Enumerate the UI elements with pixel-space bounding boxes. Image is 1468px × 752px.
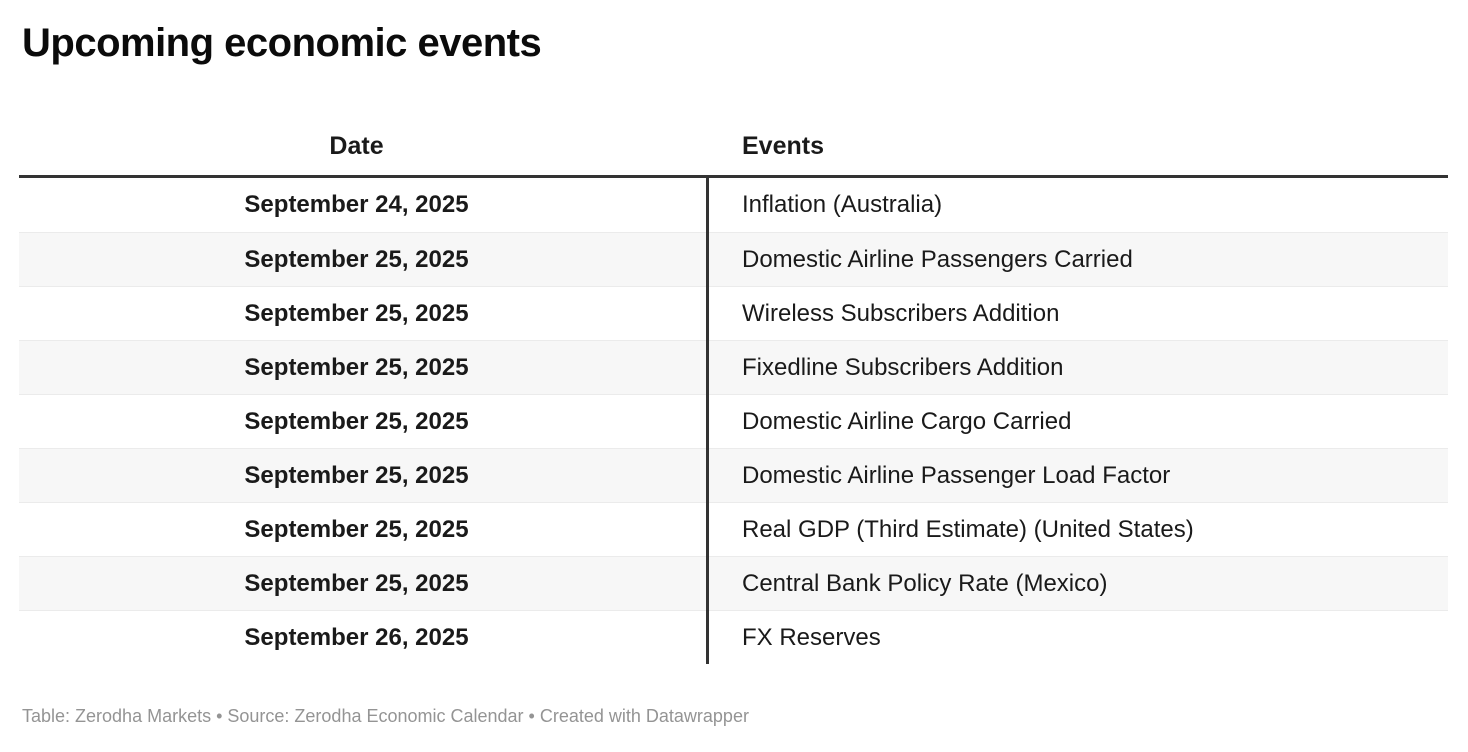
- date-cell: September 25, 2025: [244, 245, 469, 273]
- event-cell: Domestic Airline Passenger Load Factor: [742, 461, 1171, 489]
- table-row: September 26, 2025 FX Reserves: [19, 610, 1448, 664]
- table-row: September 24, 2025 Inflation (Australia): [19, 178, 1448, 232]
- table-header-row: Date Events: [19, 118, 1448, 178]
- event-cell: FX Reserves: [742, 623, 881, 651]
- date-cell: September 25, 2025: [244, 407, 469, 435]
- column-header-events: Events: [742, 132, 824, 160]
- date-cell: September 25, 2025: [244, 515, 469, 543]
- date-cell: September 24, 2025: [244, 191, 469, 218]
- event-cell: Fixedline Subscribers Addition: [742, 353, 1064, 381]
- event-cell: Domestic Airline Passengers Carried: [742, 245, 1133, 273]
- table-row: September 25, 2025 Domestic Airline Cargo…: [19, 394, 1448, 448]
- events-table: Date Events September 24, 2025 Inflation …: [19, 118, 1448, 664]
- date-cell: September 25, 2025: [244, 353, 469, 381]
- event-cell: Central Bank Policy Rate (Mexico): [742, 569, 1108, 597]
- table-row: September 25, 2025 Domestic Airline Passe…: [19, 232, 1448, 286]
- attribution-footer: Table: Zerodha Markets • Source: Zerodha…: [22, 706, 749, 726]
- column-header-date: Date: [329, 132, 384, 160]
- event-cell: Inflation (Australia): [742, 191, 943, 218]
- table-body: September 24, 2025 Inflation (Australia) S…: [19, 178, 1448, 664]
- date-cell: September 25, 2025: [244, 299, 469, 327]
- event-cell: Domestic Airline Cargo Carried: [742, 407, 1072, 435]
- table-row: September 25, 2025 Domestic Airline Passe…: [19, 448, 1448, 502]
- event-cell: Real GDP (Third Estimate) (United States…: [742, 515, 1194, 543]
- date-cell: September 25, 2025: [244, 569, 469, 597]
- table-row: September 25, 2025 Fixedline Subscribers …: [19, 340, 1448, 394]
- table-row: September 25, 2025 Central Bank Policy Ra…: [19, 556, 1448, 610]
- date-cell: September 26, 2025: [244, 623, 469, 651]
- table-row: September 25, 2025 Real GDP (Third Estima…: [19, 502, 1448, 556]
- table-row: September 25, 2025 Wireless Subscribers A…: [19, 286, 1448, 340]
- column-divider: [706, 178, 709, 664]
- event-cell: Wireless Subscribers Addition: [742, 299, 1060, 327]
- date-cell: September 25, 2025: [244, 461, 469, 489]
- page-title: Upcoming economic events: [22, 21, 542, 65]
